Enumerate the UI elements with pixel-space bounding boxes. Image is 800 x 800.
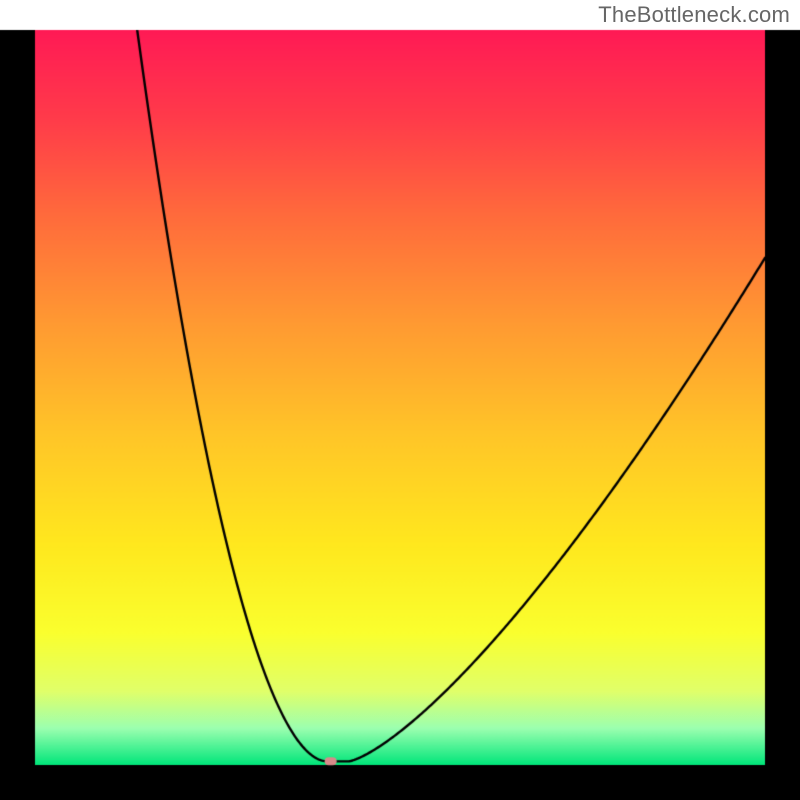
chart-stage: TheBottleneck.com (0, 0, 800, 800)
watermark-text: TheBottleneck.com (598, 2, 790, 28)
bottleneck-chart-canvas (0, 0, 800, 800)
